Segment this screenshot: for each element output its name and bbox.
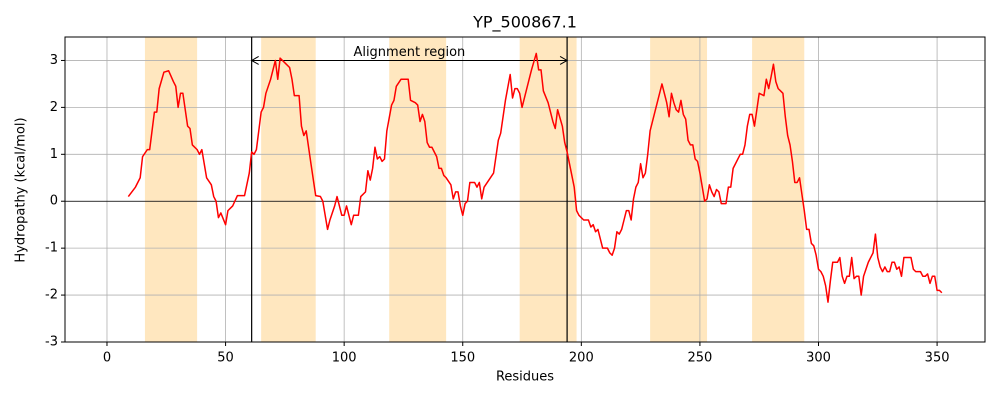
y-tick-label: -1: [45, 241, 58, 256]
x-tick-label: 100: [332, 351, 357, 366]
chart-title: YP_500867.1: [472, 13, 577, 33]
x-tick-label: 150: [450, 351, 475, 366]
y-tick-label: 2: [50, 100, 58, 115]
x-tick-label: 0: [103, 351, 111, 366]
hydropathy-line: [127, 52, 943, 303]
y-tick-label: 3: [50, 53, 58, 68]
x-tick-label: 50: [217, 351, 234, 366]
x-tick-label: 250: [688, 351, 713, 366]
highlight-region: [261, 37, 316, 342]
highlight-region: [650, 37, 708, 342]
axes-frame: [64, 36, 986, 343]
x-tick-label: 350: [925, 351, 950, 366]
highlight-region: [144, 37, 198, 342]
y-axis-label: Hydropathy (kcal/mol): [14, 117, 29, 262]
y-tick-label: 0: [50, 194, 58, 209]
annotation-text: Alignment region: [353, 45, 465, 60]
y-tick-label: -3: [45, 335, 58, 350]
x-axis-label: Residues: [496, 370, 554, 385]
highlight-region: [752, 37, 805, 342]
arrow-head: [559, 56, 569, 65]
plot-area: 0 50 100 150 200 250 300 350 -3 -2 -1 0 1 2 3 Alignment…: [45, 36, 986, 366]
y-tick-label: 1: [50, 147, 58, 162]
x-tick-label: 300: [806, 351, 831, 366]
highlight-region: [389, 37, 447, 342]
y-tick-label: -2: [45, 288, 58, 303]
x-tick-label: 200: [569, 351, 594, 366]
arrow-head: [250, 56, 259, 65]
